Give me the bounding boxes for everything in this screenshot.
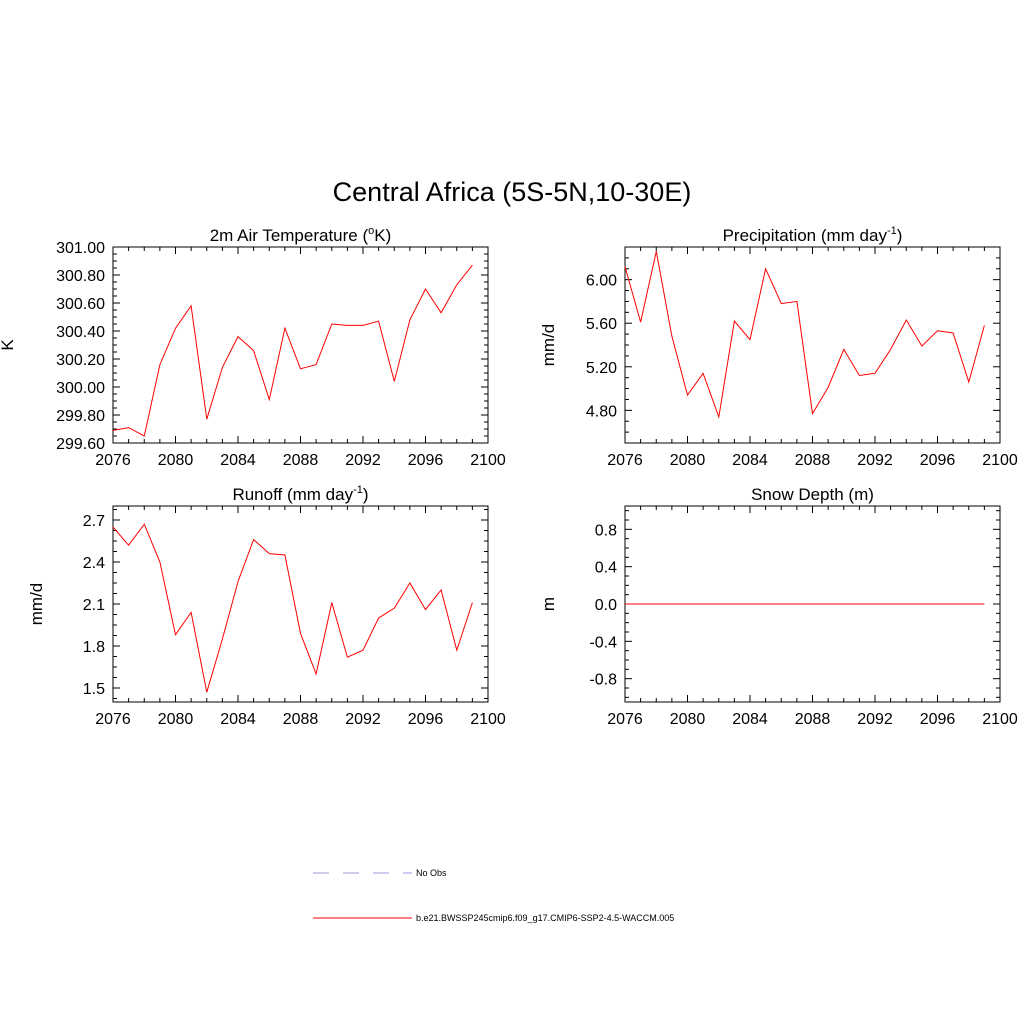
x-tick-label: 2092 (345, 711, 381, 728)
y-axis-label: K (0, 339, 17, 351)
x-tick-label: 2096 (408, 452, 444, 469)
x-tick-label: 2084 (220, 711, 256, 728)
x-tick-label: 2100 (470, 452, 506, 469)
series-line (112, 264, 473, 437)
x-tick-label: 2092 (345, 452, 381, 469)
x-tick-label: 2076 (95, 452, 131, 469)
legend-label: b.e21.BWSSP245cmip6.f09_g17.CMIP6-SSP2-4… (416, 913, 674, 923)
y-tick-label: 0.0 (595, 597, 617, 614)
x-tick-label: 2088 (283, 452, 319, 469)
panel-3: Runoff (mm day-1) mm/d 2076 2080 2084 2088 209… (27, 484, 506, 728)
y-tick-label: 0.4 (595, 560, 617, 577)
y-tick-label: 5.60 (586, 316, 617, 333)
series-line (624, 251, 985, 419)
panel-title-end: K) (374, 226, 391, 245)
y-tick-label: 299.60 (56, 436, 105, 453)
x-tick-label: 2080 (158, 452, 194, 469)
x-tick-label: 2084 (732, 711, 768, 728)
y-tick-label: 5.20 (586, 360, 617, 377)
panel-title-main: Precipitation (mm day (723, 226, 888, 245)
panel-title: Runoff (mm day-1) (232, 484, 368, 504)
x-tick-label: 2084 (220, 452, 256, 469)
panel-4: Snow Depth (m) m 2076 2080 2084 2088 2092 2096 2… (539, 485, 1018, 728)
y-tick-label: 300.00 (56, 380, 105, 397)
plot-frame (112, 246, 489, 444)
panel-title-end: ) (363, 485, 369, 504)
panel-title: Precipitation (mm day-1) (723, 225, 903, 245)
x-tick-label: 2076 (607, 452, 643, 469)
x-tick-label: 2080 (158, 711, 194, 728)
y-tick-label: -0.4 (589, 634, 617, 651)
panel-title: 2m Air Temperature (oK) (210, 225, 392, 245)
x-tick-label: 2096 (920, 452, 956, 469)
x-tick-label: 2100 (470, 711, 506, 728)
y-tick-label: 0.8 (595, 522, 617, 539)
series-line (112, 523, 473, 693)
x-tick-label: 2076 (95, 711, 131, 728)
y-tick-label: 2.1 (83, 597, 105, 614)
y-tick-label: 300.60 (56, 296, 105, 313)
y-tick-label: 1.8 (83, 639, 105, 656)
y-axis-label: m (539, 597, 558, 611)
y-tick-label: 300.20 (56, 352, 105, 369)
panel-title-main: Snow Depth (m) (751, 485, 874, 504)
y-tick-label: 299.80 (56, 408, 105, 425)
x-tick-label: 2088 (795, 711, 831, 728)
panel-title: Snow Depth (m) (751, 485, 874, 504)
y-tick-label: 1.5 (83, 681, 105, 698)
panel-title-end: ) (897, 226, 903, 245)
y-tick-label: 4.80 (586, 403, 617, 420)
y-tick-label: 300.40 (56, 324, 105, 341)
x-tick-label: 2100 (982, 452, 1018, 469)
y-axis-label: mm/d (539, 324, 558, 367)
x-tick-label: 2096 (920, 711, 956, 728)
y-tick-label: 6.00 (586, 273, 617, 290)
x-tick-label: 2088 (283, 711, 319, 728)
panel-1: 2m Air Temperature (oK) K 2076 2080 2084 2088… (0, 225, 506, 469)
panel-2: Precipitation (mm day-1) mm/d 2076 2080 2084… (539, 225, 1018, 469)
x-tick-label: 2076 (607, 711, 643, 728)
panel-title-sup: -1 (353, 484, 363, 496)
legend: No Obs b.e21.BWSSP245cmip6.f09_g17.CMIP6-… (313, 868, 674, 923)
legend-label: No Obs (416, 868, 447, 878)
y-tick-label: 301.00 (56, 240, 105, 257)
x-tick-label: 2096 (408, 711, 444, 728)
x-tick-label: 2092 (857, 711, 893, 728)
legend-item: No Obs (313, 868, 447, 878)
panels: 2m Air Temperature (oK) K 2076 2080 2084 2088… (0, 225, 1018, 728)
y-tick-label: 2.4 (83, 555, 105, 572)
x-tick-label: 2088 (795, 452, 831, 469)
figure-title: Central Africa (5S-5N,10-30E) (333, 177, 692, 207)
y-tick-label: 300.80 (56, 268, 105, 285)
x-tick-label: 2080 (670, 452, 706, 469)
panel-title-sup: -1 (887, 225, 897, 237)
x-tick-label: 2080 (670, 711, 706, 728)
panel-title-main: 2m Air Temperature ( (210, 226, 369, 245)
panel-title-main: Runoff (mm day (232, 485, 353, 504)
x-tick-label: 2092 (857, 452, 893, 469)
y-axis-label: mm/d (27, 583, 46, 626)
panel-title-sup: o (368, 225, 374, 237)
x-tick-label: 2100 (982, 711, 1018, 728)
y-tick-label: 2.7 (83, 513, 105, 530)
legend-item: b.e21.BWSSP245cmip6.f09_g17.CMIP6-SSP2-4… (313, 913, 674, 923)
x-tick-label: 2084 (732, 452, 768, 469)
y-tick-label: -0.8 (589, 672, 617, 689)
